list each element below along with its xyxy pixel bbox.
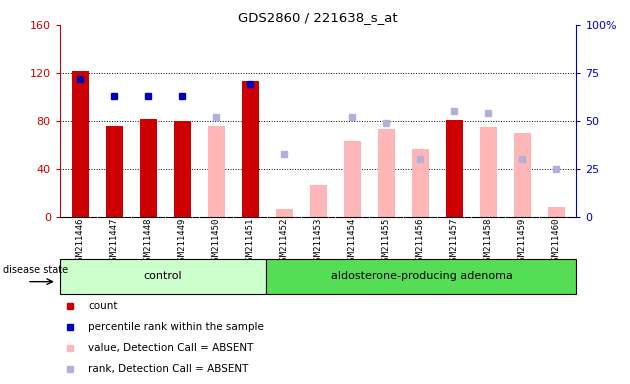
Bar — [106, 126, 123, 217]
Text: GSM211459: GSM211459 — [518, 218, 527, 266]
Text: GSM211449: GSM211449 — [178, 218, 186, 266]
Text: GSM211453: GSM211453 — [314, 218, 323, 266]
Text: GSM211458: GSM211458 — [484, 218, 493, 266]
Bar — [208, 126, 225, 217]
Text: GSM211457: GSM211457 — [450, 218, 459, 266]
Title: GDS2860 / 221638_s_at: GDS2860 / 221638_s_at — [238, 11, 398, 24]
Text: aldosterone-producing adenoma: aldosterone-producing adenoma — [331, 271, 512, 281]
Bar — [140, 119, 157, 217]
Text: count: count — [88, 301, 118, 311]
Bar — [343, 141, 360, 217]
Text: GSM211446: GSM211446 — [76, 218, 85, 266]
Bar — [445, 120, 462, 217]
Text: GSM211452: GSM211452 — [280, 218, 289, 266]
Text: GSM211448: GSM211448 — [144, 218, 152, 266]
Bar — [266, 259, 576, 294]
Bar — [411, 149, 428, 217]
Bar — [276, 209, 293, 217]
Text: GSM211454: GSM211454 — [348, 218, 357, 266]
Bar — [310, 185, 326, 217]
Bar — [479, 127, 496, 217]
Text: percentile rank within the sample: percentile rank within the sample — [88, 322, 264, 332]
Text: GSM211455: GSM211455 — [382, 218, 391, 266]
Text: control: control — [144, 271, 183, 281]
Text: rank, Detection Call = ABSENT: rank, Detection Call = ABSENT — [88, 364, 249, 374]
Text: GSM211450: GSM211450 — [212, 218, 220, 266]
Text: GSM211460: GSM211460 — [551, 218, 561, 266]
Bar — [445, 121, 462, 217]
Bar — [513, 133, 530, 217]
Bar — [377, 129, 394, 217]
Text: value, Detection Call = ABSENT: value, Detection Call = ABSENT — [88, 343, 254, 353]
Bar — [242, 81, 259, 217]
Text: disease state: disease state — [3, 265, 68, 275]
Text: GSM211447: GSM211447 — [110, 218, 118, 266]
Bar — [174, 121, 191, 217]
Bar — [547, 207, 564, 217]
Bar — [60, 259, 266, 294]
Bar — [72, 71, 89, 217]
Text: GSM211451: GSM211451 — [246, 218, 255, 266]
Text: GSM211456: GSM211456 — [416, 218, 425, 266]
